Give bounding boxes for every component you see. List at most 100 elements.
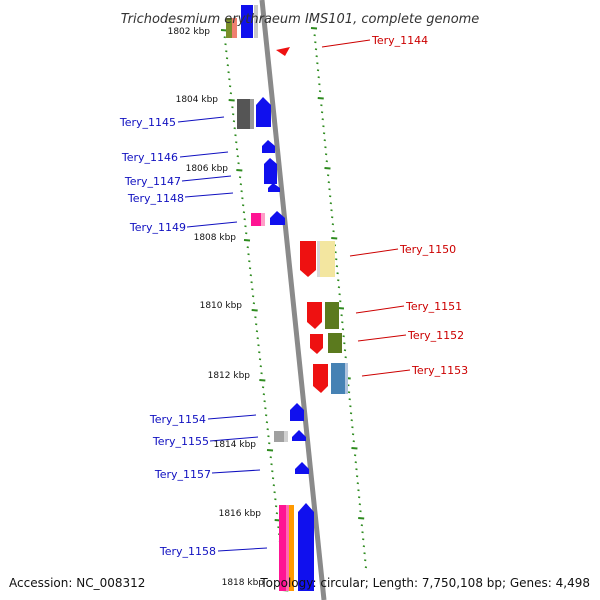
gene-feature[interactable] bbox=[328, 333, 342, 353]
leader-lines bbox=[177, 39, 411, 552]
scale-tick bbox=[271, 477, 275, 480]
gene-feature[interactable] bbox=[274, 431, 284, 442]
gene-feature[interactable] bbox=[325, 302, 339, 329]
gene-label[interactable]: Tery_1154 bbox=[149, 413, 206, 426]
scale-tick bbox=[268, 442, 271, 445]
scale-tick bbox=[335, 265, 339, 268]
scale-tick bbox=[337, 279, 340, 282]
gene-feature[interactable] bbox=[295, 462, 309, 474]
scale-tick bbox=[343, 349, 347, 352]
scale-tick bbox=[254, 316, 257, 319]
scale-tick bbox=[250, 281, 253, 284]
scale-tick bbox=[248, 260, 251, 263]
gene-feature[interactable] bbox=[290, 403, 304, 421]
gene-label[interactable]: Tery_1148 bbox=[127, 192, 184, 205]
gene-label[interactable]: Tery_1145 bbox=[119, 116, 176, 129]
scale-tick bbox=[275, 512, 279, 515]
scale-tick bbox=[324, 167, 331, 170]
gene-feature[interactable] bbox=[313, 364, 328, 393]
scale-tick bbox=[265, 421, 269, 424]
scale-tick bbox=[243, 239, 251, 242]
gene-feature[interactable] bbox=[345, 363, 348, 394]
gene-feature[interactable] bbox=[307, 302, 322, 329]
scale-tick bbox=[322, 125, 325, 128]
gene-feature[interactable] bbox=[270, 211, 285, 225]
scale-tick bbox=[317, 97, 324, 100]
scale-tick bbox=[261, 386, 265, 389]
scale-tick bbox=[338, 293, 341, 296]
gene-feature[interactable] bbox=[264, 158, 277, 184]
scale-tick bbox=[224, 43, 227, 46]
gene-feature[interactable] bbox=[261, 213, 265, 226]
gene-feature[interactable] bbox=[250, 99, 254, 129]
scale-tick bbox=[270, 463, 273, 466]
scale-tick bbox=[228, 99, 235, 102]
right-gene-labels: Tery_1144 Tery_1150 Tery_1151 Tery_1152 … bbox=[371, 34, 468, 377]
scale-tick bbox=[314, 41, 317, 44]
gene-feature[interactable] bbox=[251, 213, 261, 226]
scale-tick bbox=[251, 295, 255, 298]
gene-label[interactable]: Tery_1151 bbox=[405, 300, 462, 313]
gene-feature[interactable] bbox=[320, 241, 335, 277]
scale-tick bbox=[350, 419, 353, 422]
scale-tick bbox=[249, 274, 253, 277]
scale-tick bbox=[337, 286, 341, 289]
scale-tick bbox=[315, 55, 318, 58]
gene-feature[interactable] bbox=[256, 97, 271, 127]
genome-backbone bbox=[259, 0, 327, 600]
scale-tick bbox=[264, 414, 268, 417]
gene-label[interactable]: Tery_1149 bbox=[129, 221, 186, 234]
gene-feature[interactable] bbox=[254, 5, 258, 38]
gene-feature[interactable] bbox=[300, 241, 316, 277]
scale-tick bbox=[349, 405, 352, 408]
gene-feature[interactable] bbox=[298, 503, 314, 591]
gene-label[interactable]: Tery_1155 bbox=[152, 435, 209, 448]
gene-feature[interactable] bbox=[279, 505, 286, 591]
scale-tick bbox=[267, 435, 270, 438]
gene-feature[interactable] bbox=[331, 363, 345, 394]
gene-feature[interactable] bbox=[268, 183, 280, 192]
gene-label[interactable]: Tery_1147 bbox=[124, 175, 181, 188]
scale-tick bbox=[258, 351, 261, 354]
scale-tick bbox=[355, 475, 359, 478]
gene-label[interactable]: Tery_1158 bbox=[159, 545, 216, 558]
scale-tick bbox=[341, 321, 344, 324]
gene-label[interactable]: Tery_1157 bbox=[154, 468, 211, 481]
scale-tick bbox=[347, 391, 351, 394]
scale-tick bbox=[330, 209, 333, 212]
scale-tick bbox=[320, 111, 324, 114]
gene-feature[interactable] bbox=[241, 5, 253, 38]
scale-tick bbox=[332, 230, 335, 233]
gene-feature[interactable] bbox=[284, 431, 288, 442]
gene-feature[interactable] bbox=[237, 99, 250, 129]
gene-feature[interactable] bbox=[226, 18, 232, 38]
scale-label: 1812 kbp bbox=[208, 371, 251, 381]
gene-feature[interactable] bbox=[317, 241, 320, 277]
gene-feature[interactable] bbox=[276, 47, 290, 56]
gene-feature[interactable] bbox=[232, 18, 237, 38]
scale-tick bbox=[342, 335, 345, 338]
scale-tick bbox=[238, 176, 242, 179]
gene-feature[interactable] bbox=[289, 505, 294, 591]
scale-tick bbox=[331, 216, 334, 219]
scale-tick bbox=[239, 183, 243, 186]
scale-tick bbox=[259, 379, 266, 382]
gene-feature[interactable] bbox=[286, 505, 289, 591]
left-gene-labels: Tery_1145 Tery_1146 Tery_1147 Tery_1148 … bbox=[119, 116, 216, 558]
gene-label[interactable]: Tery_1146 bbox=[121, 151, 178, 164]
scale-tick bbox=[358, 503, 362, 506]
scale-tick bbox=[358, 517, 365, 520]
scale-label: 1806 kbp bbox=[186, 164, 229, 174]
gene-feature[interactable] bbox=[292, 430, 306, 441]
gene-label[interactable]: Tery_1152 bbox=[407, 329, 464, 342]
gene-label[interactable]: Tery_1150 bbox=[399, 243, 456, 256]
scale-label: 1802 kbp bbox=[168, 27, 211, 37]
gene-label[interactable]: Tery_1144 bbox=[371, 34, 428, 47]
gene-feature[interactable] bbox=[262, 140, 275, 153]
gene-feature[interactable] bbox=[310, 334, 323, 354]
scale-tick bbox=[248, 267, 252, 270]
scale-tick bbox=[362, 538, 365, 541]
scale-tick bbox=[364, 559, 367, 562]
gene-label[interactable]: Tery_1153 bbox=[411, 364, 468, 377]
